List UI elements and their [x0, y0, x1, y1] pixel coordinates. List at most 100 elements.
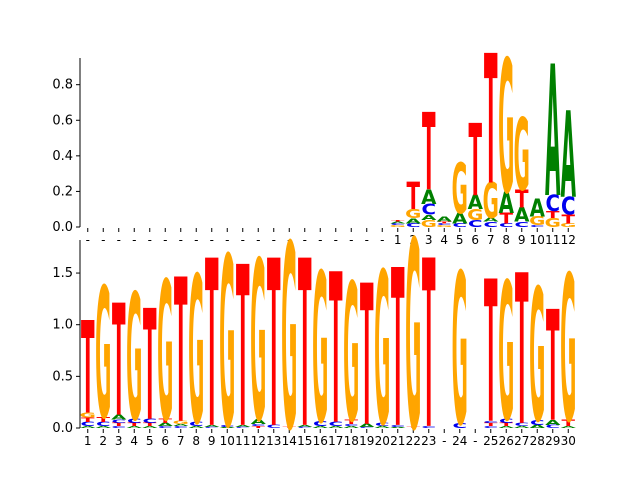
- logo-letter-t: T: [561, 418, 575, 428]
- x-tick-label: -: [179, 233, 183, 247]
- x-tick-label: -: [473, 434, 477, 448]
- logo-letter-g: G: [126, 259, 142, 461]
- logo-letter-g: G: [374, 230, 390, 474]
- logo-letter-a: A: [514, 426, 529, 429]
- x-tick-label: -: [318, 233, 322, 247]
- x-tick-label: 9: [518, 233, 526, 247]
- logo-panel-bottom: 0.00.51.01.51 2 3 4 5 6 7 8 9 10 11 12 13 14 15 16 17 18 1…: [52, 189, 576, 484]
- logo-letter-c: C: [251, 424, 266, 427]
- logo-letter-c: C: [359, 427, 374, 429]
- logo-letter-a: A: [530, 424, 547, 429]
- logo-letter-t: T: [391, 225, 405, 477]
- logo-letter-g: G: [157, 241, 173, 463]
- x-tick-label: 4: [130, 434, 138, 448]
- x-tick-label: 13: [266, 434, 281, 448]
- logo-letter-t: T: [406, 427, 420, 429]
- logo-letter-g: G: [467, 207, 483, 224]
- logo-letter-g: G: [452, 230, 468, 472]
- logo-letter-g: G: [498, 243, 514, 464]
- logo-letter-t: T: [112, 422, 126, 427]
- x-tick-label: 15: [297, 434, 312, 448]
- logo-letter-t: T: [484, 18, 498, 225]
- x-tick-label: -: [86, 233, 90, 247]
- logo-letter-c: C: [313, 419, 328, 428]
- logo-letter-g: G: [560, 223, 576, 228]
- logo-letter-c: C: [266, 424, 281, 429]
- logo-letter-a: A: [390, 427, 406, 429]
- logo-letter-c: C: [545, 424, 560, 429]
- logo-letter-c: C: [545, 190, 560, 216]
- y-tick-label: 0.0: [52, 220, 73, 235]
- logo-letter-a: A: [142, 426, 157, 429]
- logo-letter-t: T: [251, 426, 265, 429]
- y-tick-label: 0.0: [52, 421, 73, 436]
- logo-letter-a: A: [220, 427, 236, 429]
- logo-letter-a: A: [468, 191, 484, 214]
- x-tick-label: -: [303, 233, 307, 247]
- x-tick-label: -: [334, 233, 338, 247]
- x-tick-label: 24: [452, 434, 467, 448]
- logo-letter-a: A: [251, 417, 267, 426]
- x-tick-label: -: [241, 233, 245, 247]
- x-tick-label: 11: [545, 233, 560, 247]
- x-tick-label: 9: [208, 434, 216, 448]
- logo-letter-c: C: [173, 426, 188, 429]
- logo-letter-a: A: [421, 213, 437, 222]
- x-tick-label: 5: [456, 233, 464, 247]
- logo-letter-g: G: [483, 172, 499, 230]
- x-tick-label: -: [132, 233, 136, 247]
- logo-letter-t: T: [96, 415, 111, 424]
- logo-letter-a: A: [328, 426, 343, 429]
- logo-letter-t: T: [143, 277, 157, 455]
- x-tick-label: 5: [146, 434, 154, 448]
- logo-letter-t: T: [236, 219, 250, 477]
- logo-panel-top: 0.00.20.40.60.8- - - - - - - - - - - - - - - - - - - -1 2 3 4 5…: [52, 18, 576, 247]
- x-tick-label: -: [101, 233, 105, 247]
- logo-letter-g: G: [514, 98, 530, 213]
- x-tick-label: -: [380, 233, 384, 247]
- logo-letter-c: C: [483, 420, 498, 423]
- x-tick-label: 3: [115, 434, 123, 448]
- logo-letter-t: T: [174, 238, 188, 469]
- logo-letter-t: T: [360, 245, 374, 470]
- x-tick-label: -: [442, 434, 446, 448]
- x-tick-label: 7: [177, 434, 185, 448]
- logo-letter-t: T: [143, 422, 157, 427]
- logo-letter-t: T: [329, 230, 343, 471]
- logo-letter-t: T: [298, 214, 312, 480]
- logo-letter-c: C: [189, 421, 204, 428]
- x-tick-label: 14: [282, 434, 297, 448]
- x-tick-label: 17: [328, 434, 343, 448]
- x-tick-label: 10: [220, 434, 235, 448]
- logo-letter-c: C: [127, 418, 142, 425]
- logo-letter-g: G: [421, 218, 437, 230]
- x-tick-label: 8: [502, 233, 510, 247]
- x-tick-label: 6: [161, 434, 169, 448]
- logo-letter-c: C: [421, 202, 436, 219]
- logo-letter-g: G: [173, 420, 189, 425]
- logo-letter-c: C: [561, 192, 576, 221]
- logo-letter-a: A: [437, 215, 453, 224]
- logo-letter-c: C: [297, 427, 312, 429]
- logo-letter-c: C: [111, 426, 126, 429]
- logo-letter-g: G: [529, 251, 545, 463]
- x-tick-label: 18: [344, 434, 359, 448]
- logo-letter-g: G: [219, 209, 235, 480]
- logo-letter-a: A: [421, 186, 437, 209]
- logo-letter-t: T: [499, 211, 513, 228]
- logo-letter-t: T: [112, 272, 126, 452]
- logo-letter-a: A: [483, 218, 499, 223]
- logo-letter-t: T: [437, 221, 451, 224]
- logo-letter-c: C: [111, 419, 126, 424]
- x-tick-label: 23: [421, 434, 436, 448]
- logo-letter-a: A: [80, 426, 95, 429]
- logo-letter-a: A: [545, 29, 560, 238]
- logo-letter-a: A: [499, 426, 514, 429]
- x-tick-label: -: [148, 233, 152, 247]
- logo-letter-g: G: [529, 214, 545, 228]
- x-tick-label: -: [287, 233, 291, 247]
- logo-letter-g: G: [405, 207, 421, 221]
- x-tick-label: -: [117, 233, 121, 247]
- logo-letter-t: T: [282, 427, 296, 429]
